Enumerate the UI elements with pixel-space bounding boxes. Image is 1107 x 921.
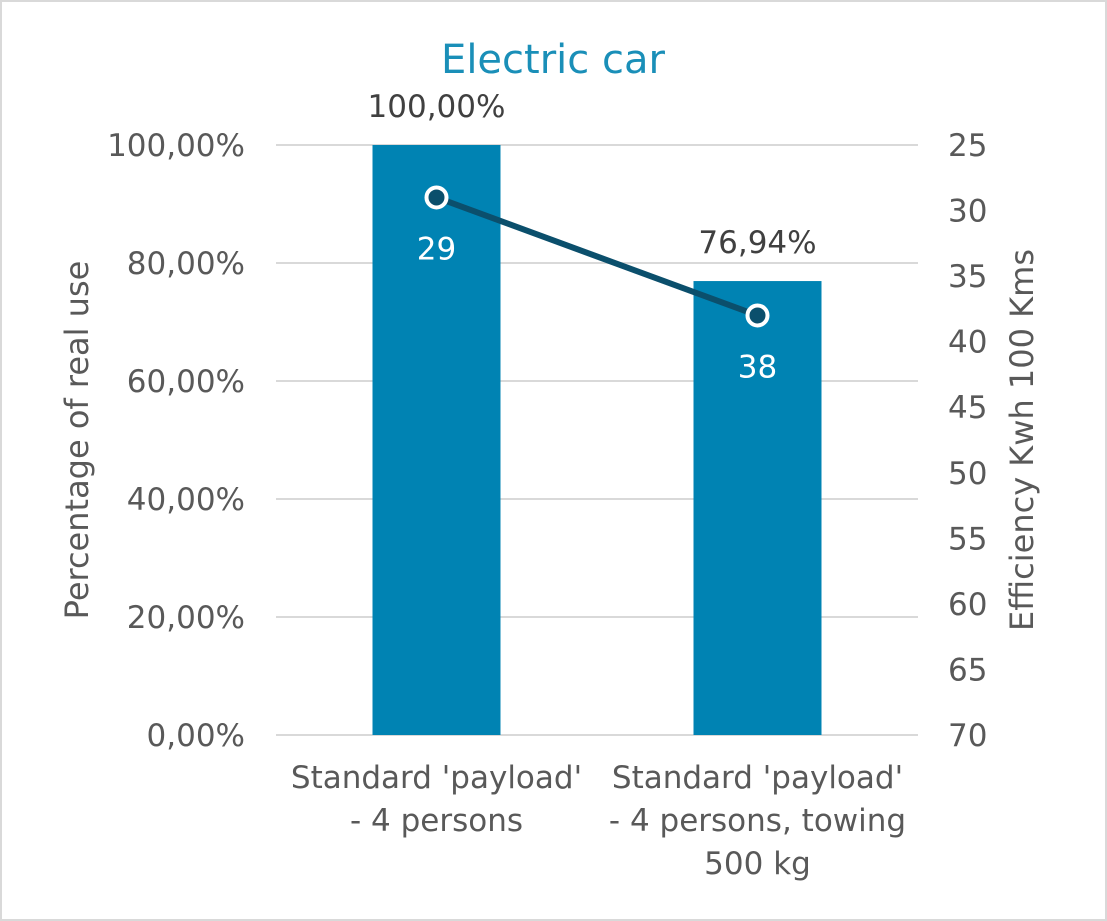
y-right-tick-label: 40	[948, 325, 987, 361]
y-right-tick-label: 55	[948, 521, 987, 557]
tick-labels: 0,00% 20,00% 40,00% 60,00% 80,00% 100,00% 25 30…	[107, 128, 987, 754]
y-left-tick-label: 60,00%	[127, 364, 245, 400]
y-right-tick-label: 25	[948, 128, 987, 164]
bar-value-label: 100,00%	[368, 89, 506, 125]
y-right-tick-label: 60	[948, 587, 987, 623]
gridlines	[276, 144, 918, 736]
y-right-tick-label: 30	[948, 194, 987, 230]
efficiency-line	[424, 185, 770, 328]
bars	[372, 145, 822, 735]
category-label: Standard 'payload'	[291, 760, 582, 796]
y-left-tick-label: 100,00%	[107, 128, 245, 164]
category-labels: Standard 'payload' - 4 persons Standard 'p…	[291, 760, 906, 882]
category-label: Standard 'payload'	[612, 760, 903, 796]
y-right-tick-label: 50	[948, 456, 987, 492]
efficiency-line-path	[435, 194, 759, 319]
chart-title: Electric car	[441, 37, 665, 83]
y-left-tick-label: 80,00%	[127, 246, 245, 282]
data-labels: 100,00% 76,94% 29 38	[368, 89, 817, 385]
y-axis-left-label: Percentage of real use	[58, 261, 96, 620]
y-left-tick-label: 0,00%	[147, 718, 245, 754]
bar	[372, 145, 501, 735]
bar-value-label: 76,94%	[698, 225, 816, 261]
y-right-tick-label: 70	[948, 718, 987, 754]
y-left-tick-label: 20,00%	[127, 600, 245, 636]
y-right-tick-label: 45	[948, 390, 987, 426]
y-right-tick-label: 65	[948, 652, 987, 688]
category-label: 500 kg	[704, 846, 811, 882]
efficiency-value-label: 38	[738, 349, 777, 385]
y-right-tick-label: 35	[948, 259, 987, 295]
y-axis-right-label: Efficiency Kwh 100 Kms	[1003, 249, 1041, 631]
y-left-tick-label: 40,00%	[127, 482, 245, 518]
efficiency-point	[745, 303, 770, 328]
bar	[693, 281, 822, 735]
efficiency-point	[424, 185, 449, 210]
category-label: - 4 persons	[350, 803, 523, 839]
category-label: - 4 persons, towing	[609, 803, 906, 839]
efficiency-value-label: 29	[417, 231, 456, 267]
